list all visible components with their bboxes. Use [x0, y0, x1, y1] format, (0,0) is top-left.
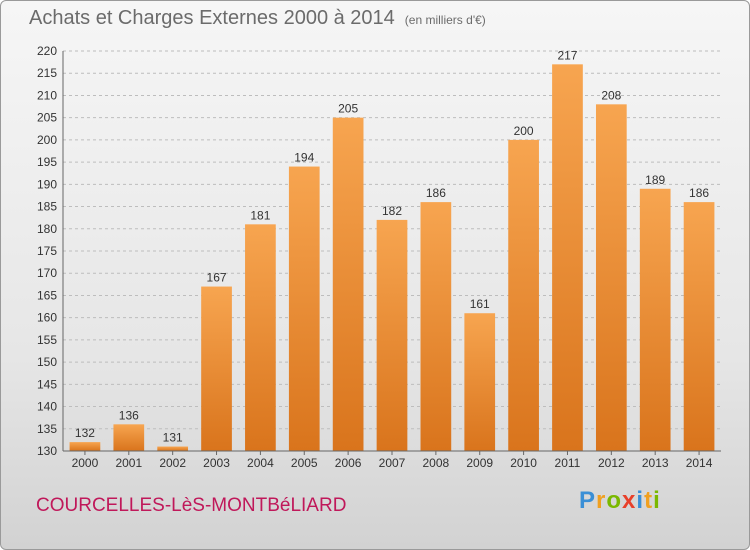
logo-letter: o [606, 487, 623, 514]
y-tick-label: 140 [37, 400, 57, 414]
logo-letter: i [653, 487, 661, 514]
data-label: 161 [470, 297, 490, 311]
data-label: 181 [250, 208, 270, 222]
bar [113, 424, 145, 451]
data-label: 189 [645, 173, 665, 187]
y-tick-label: 200 [37, 133, 57, 147]
data-label: 182 [382, 204, 402, 218]
logo-letter: i [636, 487, 645, 514]
data-label: 167 [207, 271, 227, 285]
bar [595, 104, 627, 451]
x-tick-label: 2007 [379, 456, 406, 470]
chart-unit: (en milliers d'€) [404, 13, 486, 27]
x-tick-label: 2011 [555, 456, 581, 470]
x-tick-label: 2012 [598, 456, 625, 470]
bar [332, 117, 364, 452]
y-tick-label: 185 [37, 200, 57, 214]
proxiti-logo: Proxiti [579, 487, 661, 515]
logo-letter: P [579, 487, 597, 514]
y-tick-label: 180 [37, 222, 57, 236]
y-tick-label: 175 [37, 244, 57, 258]
axes: 130 135 140 145 150 155 160 165 170 175 180 185 190 1… [37, 44, 721, 470]
bar [201, 286, 232, 451]
data-label: 208 [601, 88, 621, 102]
chart-title-text: Achats et Charges Externes 2000 à 2014 [29, 7, 395, 29]
chart-title: Achats et Charges Externes 2000 à 2014 (e… [29, 7, 486, 30]
bar [552, 64, 583, 452]
data-label: 131 [163, 431, 183, 445]
x-tick-label: 2005 [291, 456, 318, 470]
bar [157, 446, 189, 451]
bar [508, 139, 539, 451]
data-label: 136 [119, 408, 139, 422]
data-label: 217 [557, 48, 577, 62]
x-tick-label: 2004 [247, 456, 274, 470]
x-tick-label: 2009 [466, 456, 493, 470]
y-tick-label: 145 [37, 377, 57, 391]
x-tick-label: 2014 [686, 456, 713, 470]
x-tick-label: 2013 [642, 456, 669, 470]
data-labels: 132 136 131 167 181 194 205 182 186 161 200 217 208 1… [75, 48, 709, 444]
bar [376, 219, 408, 451]
data-label: 194 [294, 151, 314, 165]
logo-letter: r [596, 487, 607, 514]
y-tick-label: 165 [37, 288, 57, 302]
y-tick-label: 160 [37, 311, 57, 325]
y-tick-label: 135 [37, 422, 57, 436]
logo-letter: t [644, 487, 654, 514]
x-tick-label: 2002 [159, 456, 186, 470]
y-tick-label: 220 [37, 44, 57, 58]
data-label: 186 [689, 186, 709, 200]
bars [69, 64, 715, 452]
bar [683, 202, 715, 451]
y-tick-label: 150 [37, 355, 57, 369]
bar [69, 442, 101, 451]
x-tick-label: 2006 [335, 456, 362, 470]
logo-letter: x [622, 487, 637, 514]
bar [245, 224, 276, 451]
place-name: COURCELLES-LèS-MONTBéLIARD [36, 495, 347, 516]
bar [420, 202, 452, 451]
data-label: 132 [75, 426, 95, 440]
y-tick-label: 195 [37, 155, 57, 169]
y-tick-label: 130 [37, 444, 57, 458]
x-tick-label: 2000 [72, 456, 99, 470]
bar [288, 166, 320, 452]
x-tick-label: 2001 [115, 456, 142, 470]
x-tick-label: 2010 [510, 456, 537, 470]
y-tick-label: 215 [37, 66, 57, 80]
y-tick-label: 170 [37, 266, 57, 280]
x-tick-label: 2008 [423, 456, 450, 470]
bar [464, 313, 496, 451]
data-label: 186 [426, 186, 446, 200]
bar [639, 188, 671, 451]
x-tick-label: 2003 [203, 456, 230, 470]
y-tick-label: 190 [37, 177, 57, 191]
y-tick-label: 205 [37, 111, 57, 125]
y-tick-label: 155 [37, 333, 57, 347]
data-label: 205 [338, 102, 358, 116]
y-tick-label: 210 [37, 88, 57, 102]
data-label: 200 [514, 124, 534, 138]
